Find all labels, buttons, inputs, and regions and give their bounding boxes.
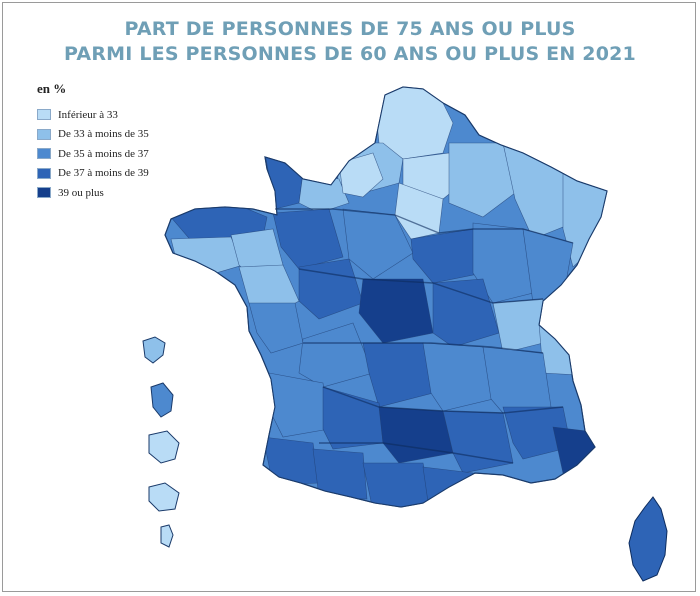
legend-label-5: 39 ou plus xyxy=(58,186,104,199)
map-title: PART DE PERSONNES DE 75 ANS OU PLUS PARM… xyxy=(3,17,697,67)
legend-label-1: Inférieur à 33 xyxy=(58,108,118,121)
legend-label-4: De 37 à moins de 39 xyxy=(58,167,149,180)
guadeloupe xyxy=(142,336,166,364)
region-normandie-west xyxy=(264,152,304,210)
legend-swatch-1 xyxy=(37,109,51,121)
legend-item-1: Inférieur à 33 xyxy=(37,105,149,125)
region-ile-de-france xyxy=(394,182,444,240)
corsica xyxy=(628,496,668,582)
legend-item-3: De 35 à moins de 37 xyxy=(37,144,149,164)
region-landes xyxy=(262,436,320,486)
la-reunion xyxy=(148,482,180,512)
region-bourgogne xyxy=(472,222,534,304)
region-gers xyxy=(312,448,368,500)
region-ariege-aude xyxy=(362,462,434,507)
region-saone-loire xyxy=(432,278,500,348)
legend-swatch-3 xyxy=(37,148,51,160)
region-drome-provence xyxy=(502,406,572,460)
region-poitou xyxy=(298,322,374,388)
legend-item-4: De 37 à moins de 39 xyxy=(37,164,149,184)
legend-unit: en % xyxy=(37,81,67,96)
legend-item-5: 39 ou plus xyxy=(37,183,149,203)
legend-swatch-5 xyxy=(37,187,51,199)
map-title-line-1: PART DE PERSONNES DE 75 ANS OU PLUS xyxy=(124,18,576,40)
region-champagne xyxy=(448,142,516,218)
region-bretagne-south xyxy=(170,236,244,276)
legend-swatch-2 xyxy=(37,128,51,140)
france-outline xyxy=(164,86,608,508)
legend-label-3: De 35 à moins de 37 xyxy=(58,147,149,160)
legend-label-2: De 33 à moins de 35 xyxy=(58,128,149,141)
department-patches xyxy=(165,87,607,507)
metropolitan-france xyxy=(164,86,608,508)
region-cher-indre xyxy=(358,278,434,344)
region-charente xyxy=(268,372,330,438)
martinique xyxy=(150,382,174,418)
guyane xyxy=(148,430,180,464)
region-boundaries xyxy=(275,208,574,464)
overseas-departments xyxy=(142,336,180,548)
legend-swatch-4 xyxy=(37,167,51,179)
region-seine-maritime xyxy=(338,152,384,198)
legend-item-2: De 33 à moins de 35 xyxy=(37,125,149,145)
region-vendee xyxy=(248,302,304,354)
legend: en % Inférieur à 33 De 33 à moins de 35 … xyxy=(37,81,149,203)
france-choropleth-map xyxy=(142,86,668,582)
map-title-line-2: PARMI LES PERSONNES DE 60 ANS OU PLUS EN… xyxy=(64,43,636,65)
region-centre-west xyxy=(298,258,364,320)
mayotte xyxy=(160,524,174,548)
